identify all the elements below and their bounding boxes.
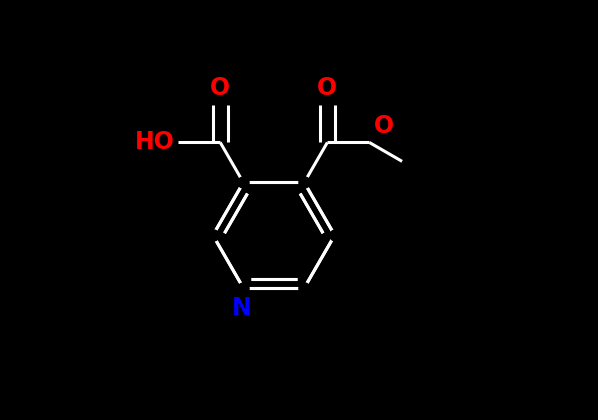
Text: O: O: [318, 76, 337, 100]
Text: N: N: [231, 296, 251, 320]
Text: O: O: [210, 76, 230, 100]
Text: HO: HO: [135, 131, 175, 155]
Text: O: O: [374, 114, 393, 138]
